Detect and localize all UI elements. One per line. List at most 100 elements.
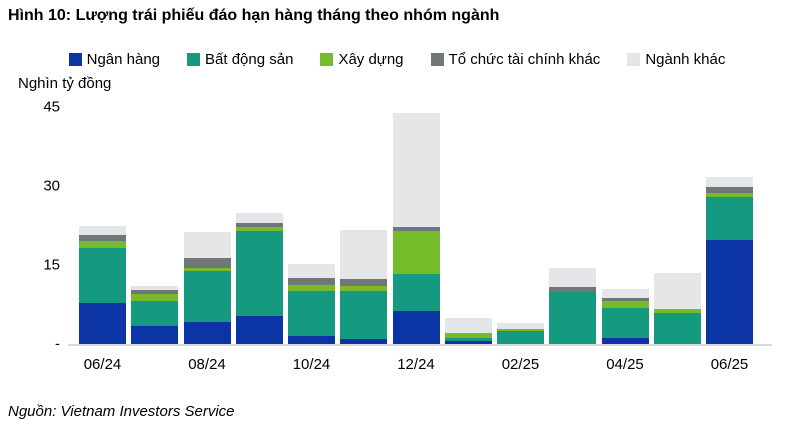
segment-bat-dong-san [340,291,388,339]
legend-item-bat-dong-san: Bất động sản [187,51,293,68]
x-tick-label: 02/25 [501,356,540,373]
segment-ngan-hang [183,322,231,344]
legend-item-ngan-hang: Ngân hàng [68,50,161,68]
legend-swatch-ngan-hang [68,52,82,66]
segment-to-chuc-tai-chinh-khac [288,278,335,286]
segment-to-chuc-tai-chinh-khac [183,258,231,269]
segment-bat-dong-san [601,308,649,339]
segment-to-chuc-tai-chinh-khac [79,235,126,241]
legend-item-to-chuc-tai-chinh-khac: Tổ chức tài chính khác [430,50,601,68]
segment-xay-dung [235,227,283,232]
segment-xay-dung [497,329,544,332]
legend-label-ngan-hang: Ngân hàng [86,50,161,68]
legend-label-nganh-khac: Ngành khác [645,50,726,68]
x-tick-label: 06/24 [83,356,122,373]
bar-10-24 [288,263,335,344]
segment-xay-dung [706,192,753,198]
y-tick-label: 15 [43,256,60,274]
segment-to-chuc-tai-chinh-khac [131,290,179,295]
legend-label-to-chuc-tai-chinh-khac: Tổ chức tài chính khác [448,50,601,68]
segment-xay-dung [653,309,701,314]
segment-nganh-khac [444,317,492,334]
segment-xay-dung [131,294,179,302]
figure-title: Hình 10: Lượng trái phiếu đáo hạn hàng t… [8,7,500,24]
segment-ngan-hang [601,338,649,344]
bar-01-25 [444,317,492,344]
bar-11-24 [340,229,388,344]
legend-label-xay-dung: Xây dựng [338,50,404,68]
bar-07-24 [131,286,179,344]
segment-ngan-hang [235,316,283,344]
segment-bat-dong-san [549,292,597,344]
segment-nganh-khac [79,225,126,236]
segment-bat-dong-san [288,290,335,336]
segment-xay-dung [444,333,492,338]
source-note: Nguồn: Vietnam Investors Service [8,403,235,420]
segment-ngan-hang [392,311,440,344]
y-axis-unit-label: Nghìn tỷ đồng [18,75,112,92]
segment-to-chuc-tai-chinh-khac [549,286,597,293]
x-tick-label: 08/24 [188,356,226,373]
segment-nganh-khac [497,322,544,330]
bar-08-24 [183,231,231,344]
legend-item-nganh-khac: Ngành khác [627,51,725,68]
segment-nganh-khac [653,273,701,310]
y-tick-label: - [55,335,60,353]
x-tick-label: 04/25 [606,356,644,373]
x-tick-label: 06/25 [710,356,749,373]
segment-nganh-khac [183,231,231,259]
segment-xay-dung [340,285,388,292]
segment-nganh-khac [235,212,283,223]
legend-swatch-nganh-khac [627,52,641,66]
segment-to-chuc-tai-chinh-khac [235,222,283,228]
segment-nganh-khac [288,263,335,279]
segment-bat-dong-san [392,273,440,312]
bar-06-25 [706,176,753,344]
segment-nganh-khac [706,176,753,188]
segment-to-chuc-tai-chinh-khac [601,298,649,301]
segment-bat-dong-san [706,197,753,240]
segment-bat-dong-san [497,331,544,344]
segment-ngan-hang [131,326,179,344]
y-tick-label: 30 [43,177,60,195]
segment-to-chuc-tai-chinh-khac [706,187,753,193]
x-axis-line [68,344,772,346]
segment-nganh-khac [131,286,179,291]
legend-swatch-to-chuc-tai-chinh-khac [430,52,444,66]
legend-item-xay-dung: Xây dựng [320,50,404,68]
legend-swatch-bat-dong-san [187,52,201,66]
legend-label-bat-dong-san: Bất động sản [205,50,294,68]
segment-nganh-khac [340,229,388,279]
segment-xay-dung [79,240,126,249]
segment-bat-dong-san [79,248,126,303]
segment-nganh-khac [601,288,649,299]
segment-bat-dong-san [235,231,283,317]
bar-09-24 [235,212,283,344]
segment-xay-dung [601,300,649,309]
segment-xay-dung [392,230,440,274]
segment-bat-dong-san [444,337,492,341]
segment-to-chuc-tai-chinh-khac [392,226,440,231]
segment-bat-dong-san [131,301,179,327]
bar-05-25 [653,273,701,344]
segment-xay-dung [288,285,335,291]
chart-legend: Ngân hàng Bất động sản Xây dựng Tổ chức tài… [0,50,794,68]
segment-nganh-khac [392,112,440,227]
legend-swatch-xay-dung [320,52,334,66]
x-tick-label: 10/24 [292,356,331,373]
segment-nganh-khac [549,268,597,287]
bar-06-24 [79,225,126,344]
segment-xay-dung [183,268,231,272]
bar-03-25 [549,268,597,344]
segment-ngan-hang [340,338,388,344]
segment-ngan-hang [288,335,335,344]
x-tick-label: 12/24 [397,356,435,373]
segment-bat-dong-san [183,271,231,323]
bar-12-24 [392,112,440,344]
segment-ngan-hang [444,340,492,344]
segment-to-chuc-tai-chinh-khac [340,278,388,286]
segment-ngan-hang [706,239,753,344]
bar-04-25 [601,288,649,344]
segment-bat-dong-san [653,313,701,344]
